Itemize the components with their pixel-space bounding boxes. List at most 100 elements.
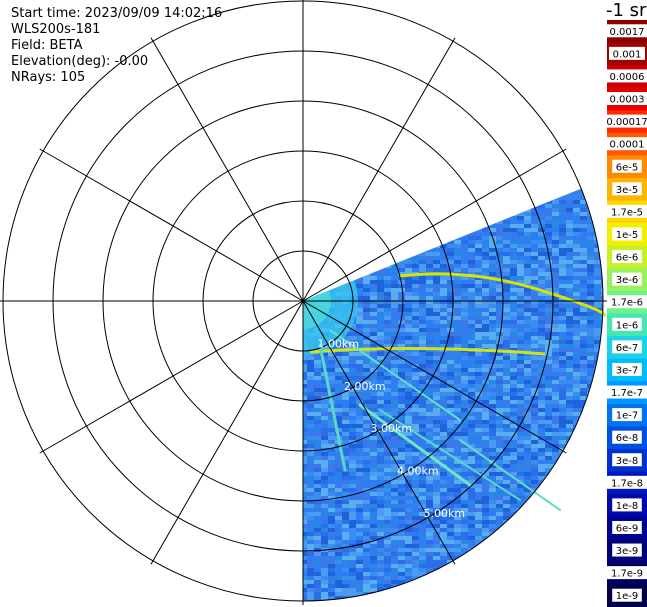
backscatter-cell [552,448,559,452]
backscatter-cell [503,272,510,276]
backscatter-cell [377,444,384,448]
backscatter-cell [559,600,566,601]
backscatter-cell [531,384,538,388]
backscatter-cell [489,464,496,468]
backscatter-cell [538,432,545,436]
backscatter-cell [419,536,426,540]
backscatter-cell [303,540,307,544]
backscatter-cell [524,524,531,528]
backscatter-cell [531,220,538,224]
backscatter-cell [454,236,461,240]
backscatter-cell [314,388,321,392]
backscatter-cell [412,512,419,516]
backscatter-cell [517,592,524,596]
backscatter-cell [447,264,454,268]
backscatter-cell [454,304,461,308]
backscatter-cell [412,528,419,532]
backscatter-cell [559,332,566,336]
backscatter-cell [391,448,398,452]
backscatter-cell [517,316,524,320]
backscatter-cell [559,504,566,508]
backscatter-cell [489,384,496,388]
backscatter-cell [307,460,314,464]
backscatter-cell [440,492,447,496]
backscatter-cell [524,252,531,256]
backscatter-cell [307,204,314,208]
backscatter-cell [307,384,314,388]
backscatter-cell [370,580,377,584]
backscatter-cell [335,536,342,540]
backscatter-cell [496,504,503,508]
backscatter-cell [594,236,601,240]
backscatter-cell [461,600,468,601]
backscatter-cell [538,348,545,352]
backscatter-cell [503,564,510,568]
backscatter-cell [426,404,433,408]
backscatter-cell [461,332,468,336]
backscatter-cell [461,432,468,436]
backscatter-cell [545,364,552,368]
backscatter-cell [552,348,559,352]
backscatter-cell [503,408,510,412]
backscatter-cell [538,424,545,428]
backscatter-cell [461,436,468,440]
backscatter-cell [559,264,566,268]
backscatter-cell [391,380,398,384]
backscatter-cell [545,424,552,428]
backscatter-cell [531,508,538,512]
backscatter-cell [377,324,384,328]
backscatter-cell [587,432,594,436]
backscatter-cell [587,364,594,368]
backscatter-cell [580,580,587,584]
backscatter-cell [594,392,601,396]
backscatter-cell [503,216,510,220]
backscatter-cell [594,376,601,380]
colorbar-label-bg [612,227,642,241]
backscatter-cell [517,488,524,492]
backscatter-cell [545,232,552,236]
backscatter-cell [489,292,496,296]
backscatter-cell [363,552,370,556]
backscatter-cell [587,440,594,444]
backscatter-cell [419,224,426,228]
backscatter-cell [447,240,454,244]
backscatter-cell [363,272,370,276]
backscatter-cell [356,512,363,516]
backscatter-cell [356,352,363,356]
backscatter-cell [370,236,377,240]
backscatter-cell [398,216,405,220]
backscatter-cell [510,492,517,496]
backscatter-cell [461,240,468,244]
backscatter-cell [461,536,468,540]
backscatter-cell [391,556,398,560]
backscatter-cell [426,324,433,328]
backscatter-cell [447,372,454,376]
backscatter-cell [545,444,552,448]
backscatter-cell [454,412,461,416]
backscatter-cell [559,464,566,468]
backscatter-cell [419,512,426,516]
backscatter-cell [321,564,328,568]
backscatter-cell [398,556,405,560]
backscatter-cell [321,516,328,520]
backscatter-cell [496,304,503,308]
backscatter-cell [419,300,426,304]
backscatter-cell [573,200,580,204]
backscatter-cell [314,572,321,576]
backscatter-cell [328,496,335,500]
backscatter-cell [538,280,545,284]
backscatter-cell [545,280,552,284]
backscatter-cell [496,364,503,368]
backscatter-cell [531,256,538,260]
backscatter-cell [321,244,328,248]
backscatter-cell [559,544,566,548]
backscatter-cell [475,288,482,292]
backscatter-cell [468,492,475,496]
backscatter-cell [335,468,342,472]
backscatter-cell [370,336,377,340]
backscatter-cell [580,336,587,340]
backscatter-cell [405,436,412,440]
backscatter-cell [363,320,370,324]
backscatter-cell [559,532,566,536]
backscatter-cell [426,568,433,572]
